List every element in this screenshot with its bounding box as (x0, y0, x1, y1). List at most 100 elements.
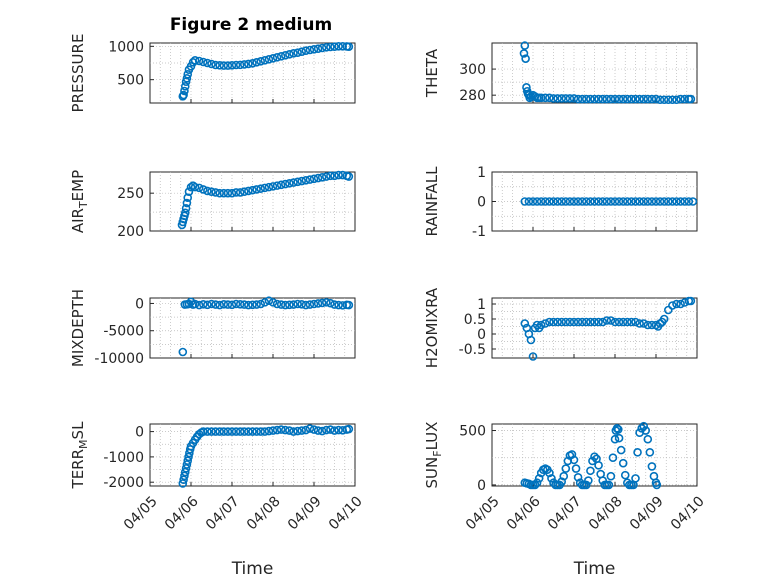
data-point (639, 319, 649, 328)
data-point (598, 317, 608, 327)
y-axis-label: AIRTEMP (69, 170, 90, 233)
data-point (344, 424, 354, 434)
data-point (672, 197, 681, 206)
data-point (252, 300, 261, 309)
data-point (309, 425, 319, 434)
data-point (338, 301, 348, 310)
y-axis-label-subscript: T (77, 201, 90, 209)
data-point (528, 197, 538, 206)
data-point (182, 74, 192, 83)
data-point (285, 426, 294, 435)
data-point (297, 299, 307, 309)
subplot-theta: 280 300 THETA (423, 41, 698, 104)
data-point (334, 300, 343, 310)
subplot-air_temp: 200 250 AIRTEMP (69, 170, 356, 240)
data-point (190, 56, 200, 65)
data-point (194, 183, 204, 193)
data-point (627, 317, 636, 327)
data-point (184, 187, 194, 196)
y-axis-label: PRESSURE (69, 34, 87, 113)
x-tick-label: 04/10 (668, 493, 708, 533)
data-point (598, 94, 608, 104)
data-point (540, 319, 550, 328)
data-point (256, 427, 266, 436)
data-point (594, 197, 603, 206)
data-point (272, 53, 282, 62)
data-point (557, 477, 567, 486)
data-point (647, 462, 657, 471)
data-point (330, 171, 339, 181)
data-point (612, 424, 622, 433)
y-axis-label-part: SUN (423, 457, 441, 489)
data-point (289, 427, 298, 436)
data-point (289, 178, 298, 187)
data-point (244, 59, 253, 69)
data-point (620, 470, 630, 480)
data-point (280, 300, 290, 310)
data-point (240, 60, 249, 69)
data-point (622, 94, 632, 104)
data-point (521, 54, 530, 63)
data-point (553, 197, 562, 206)
data-point (235, 427, 245, 436)
data-point (536, 320, 546, 330)
data-point (207, 59, 216, 69)
data-point (519, 49, 529, 58)
y-axis-label-part: LUX (423, 422, 441, 451)
data-point (183, 456, 193, 465)
data-point (334, 42, 343, 51)
data-point (223, 300, 233, 309)
data-point (231, 60, 241, 70)
data-point (616, 445, 626, 455)
data-point (207, 187, 216, 196)
data-point (676, 299, 685, 309)
data-point (573, 317, 583, 327)
data-point (260, 183, 270, 193)
data-point (272, 299, 282, 309)
data-point (532, 197, 542, 206)
x-tick-label: 04/08 (586, 493, 626, 533)
data-point (321, 298, 331, 307)
data-point (317, 298, 327, 308)
data-point (180, 208, 190, 218)
data-point (586, 466, 595, 476)
data-point (211, 300, 220, 309)
data-point (181, 463, 191, 473)
data-point (668, 197, 677, 206)
x-tick-label: 04/10 (326, 493, 366, 533)
data-point (184, 452, 193, 462)
data-point (180, 82, 190, 91)
data-point (272, 181, 282, 190)
data-point (536, 197, 546, 206)
data-point (321, 172, 331, 181)
data-point (549, 317, 558, 327)
data-point (561, 94, 571, 103)
y-axis-label: MIXDEPTH (69, 289, 87, 367)
data-point (211, 188, 220, 197)
data-point (244, 186, 253, 196)
data-point (227, 188, 237, 198)
data-point (631, 474, 640, 483)
y-axis-label-part: EMP (69, 170, 87, 201)
data-point (643, 197, 653, 206)
data-point (215, 61, 224, 70)
data-point (571, 464, 581, 473)
data-point (561, 464, 571, 473)
data-point (618, 317, 628, 327)
data-point (219, 427, 229, 436)
data-point (248, 300, 257, 310)
data-point (606, 197, 616, 206)
y-axis-label: TERRMSL (69, 421, 90, 490)
data-point (276, 52, 286, 61)
y-tick-label: 0 (477, 478, 486, 494)
data-point (645, 447, 655, 457)
data-point (344, 300, 354, 310)
data-point (684, 197, 694, 206)
data-point (631, 317, 640, 327)
data-point (610, 94, 620, 104)
data-point (285, 50, 294, 59)
data-point (545, 93, 554, 103)
y-tick-label: 300 (459, 62, 486, 78)
data-point (256, 184, 266, 193)
